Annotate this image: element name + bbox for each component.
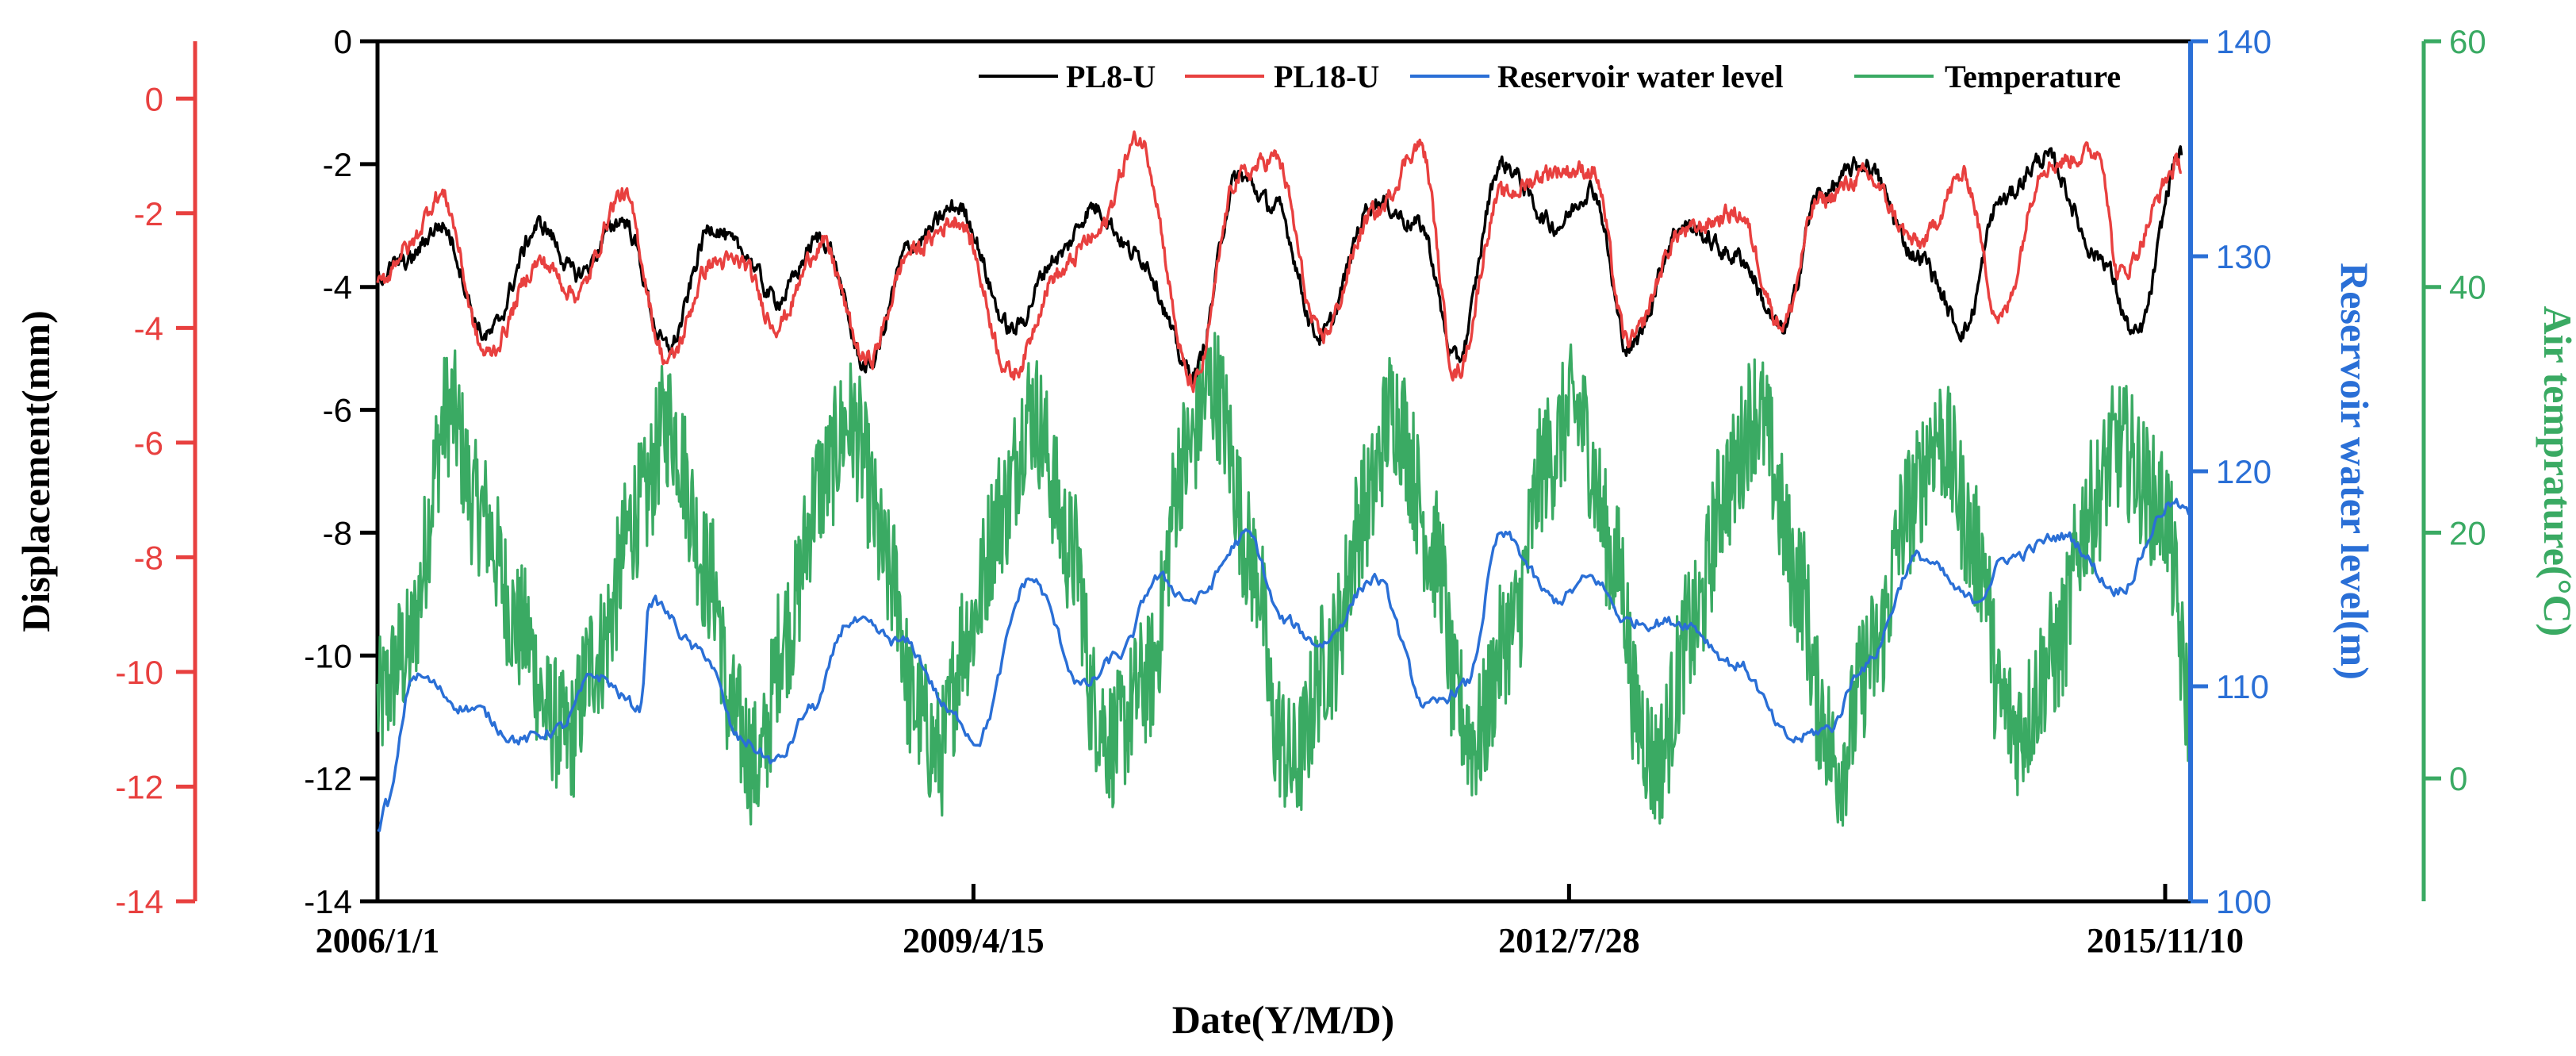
reservoir-tick-label: 140 [2216, 23, 2271, 60]
x-tick-label: 2006/1/1 [316, 921, 439, 960]
x-axis-title: Date(Y/M/D) [1172, 997, 1394, 1042]
axes-layer: 0 -2 -4 -6 -8 -10 -12 -14 0 -2 -4 -6 -8 -10 -12 -14 100 1… [115, 23, 2486, 960]
displacement-outer-tick-label: -10 [115, 654, 163, 691]
reservoir-tick-label: 100 [2216, 883, 2271, 920]
series-line-reservoir-water-level [377, 497, 2192, 832]
legend-label-pl8: PL8-U [1066, 59, 1156, 94]
legend-label-pl18: PL18-U [1274, 59, 1379, 94]
temperature-tick-label: 20 [2449, 514, 2486, 551]
temperature-tick-label: 40 [2449, 269, 2486, 306]
reservoir-tick-label: 130 [2216, 238, 2271, 275]
x-tick-label: 2009/4/15 [903, 921, 1044, 960]
x-tick-label: 2012/7/28 [1498, 921, 1639, 960]
displacement-outer-tick-label: -12 [115, 768, 163, 805]
displacement-inner-tick-label: -10 [304, 637, 352, 674]
series-layer [376, 130, 2192, 832]
displacement-inner-tick-label: -4 [323, 269, 352, 306]
displacement-outer-tick-label: -4 [134, 309, 163, 347]
y-axis-title-temperature: Air temprature(°C) [2536, 306, 2576, 637]
displacement-inner-tick-label: -8 [323, 514, 352, 551]
series-line-pl18-u [376, 130, 2183, 394]
displacement-outer-tick-label: -8 [134, 539, 163, 576]
displacement-outer-tick-label: -14 [115, 883, 163, 920]
displacement-outer-tick-label: -2 [134, 195, 163, 232]
legend-label-temperature: Temperature [1945, 59, 2121, 94]
displacement-outer-tick-label: -6 [134, 424, 163, 462]
x-tick-label: 2015/11/10 [2087, 921, 2244, 960]
series-line-pl8-u [376, 145, 2183, 385]
temperature-tick-label: 60 [2449, 23, 2486, 60]
y-axis-title-reservoir: Reservoir water level(m) [2333, 263, 2377, 680]
displacement-inner-tick-label: -6 [323, 392, 352, 429]
displacement-inner-tick-label: -2 [323, 146, 352, 183]
reservoir-tick-label: 110 [2216, 668, 2269, 705]
displacement-inner-tick-label: -14 [304, 883, 352, 920]
legend: PL8-U PL18-U Reservoir water level Tempe… [979, 59, 2121, 94]
legend-label-reservoir: Reservoir water level [1497, 59, 1784, 94]
displacement-outer-tick-label: 0 [145, 80, 163, 117]
series-line-temperature [376, 332, 2192, 827]
displacement-inner-tick-label: -12 [304, 760, 352, 797]
reservoir-tick-label: 120 [2216, 453, 2271, 490]
temperature-tick-label: 0 [2449, 760, 2467, 797]
displacement-inner-tick-label: 0 [334, 23, 352, 60]
y-axis-title-displacement: Displacement(mm) [13, 310, 58, 632]
